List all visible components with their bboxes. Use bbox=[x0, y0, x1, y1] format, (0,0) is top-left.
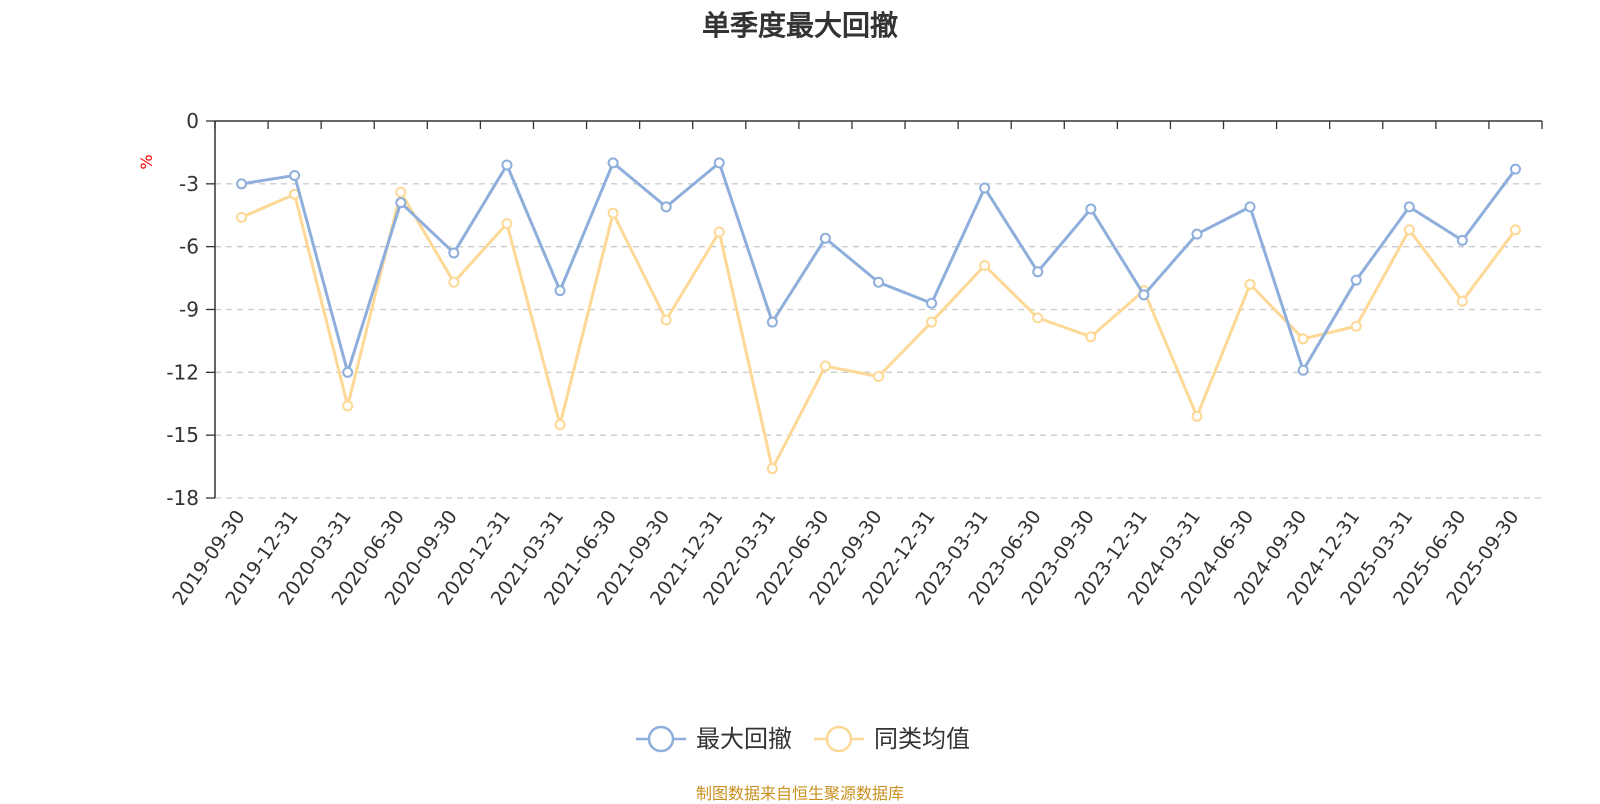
data-point bbox=[819, 232, 831, 244]
legend-label-1: 同类均值 bbox=[874, 725, 970, 753]
data-point bbox=[607, 157, 619, 169]
legend-marker-0 bbox=[647, 725, 675, 753]
y-tick-label: -12 bbox=[166, 360, 199, 384]
data-point bbox=[289, 169, 301, 181]
data-point bbox=[236, 211, 248, 223]
y-tick-label: -15 bbox=[166, 423, 199, 447]
legend-label-0: 最大回撤 bbox=[696, 725, 792, 753]
source-note: 制图数据来自恒生聚源数据库 bbox=[695, 784, 904, 803]
data-point bbox=[236, 178, 248, 190]
y-tick-label: 0 bbox=[186, 109, 199, 133]
data-point bbox=[1244, 201, 1256, 213]
data-point bbox=[979, 182, 991, 194]
y-axis-label: % bbox=[137, 154, 156, 169]
data-point bbox=[766, 316, 778, 328]
data-point bbox=[1456, 234, 1468, 246]
data-point bbox=[1138, 289, 1150, 301]
chart-title: 单季度最大回撤 bbox=[701, 9, 898, 42]
data-point bbox=[395, 197, 407, 209]
data-point bbox=[1350, 320, 1362, 332]
data-point bbox=[1244, 278, 1256, 290]
data-point bbox=[1085, 331, 1097, 343]
data-point bbox=[1085, 203, 1097, 215]
data-point bbox=[1191, 410, 1203, 422]
data-point bbox=[607, 207, 619, 219]
data-point bbox=[926, 316, 938, 328]
data-point bbox=[501, 159, 513, 171]
data-point bbox=[819, 360, 831, 372]
data-point bbox=[448, 247, 460, 259]
data-point bbox=[1350, 274, 1362, 286]
data-point bbox=[713, 226, 725, 238]
y-tick-label: -3 bbox=[179, 172, 199, 196]
data-point bbox=[873, 276, 884, 288]
data-point bbox=[1191, 228, 1203, 240]
data-point bbox=[660, 201, 672, 213]
data-point bbox=[713, 157, 725, 169]
data-point bbox=[554, 419, 566, 431]
data-point bbox=[873, 371, 884, 383]
data-point bbox=[1509, 224, 1521, 236]
legend-marker-1 bbox=[825, 725, 853, 753]
data-point bbox=[501, 218, 513, 230]
data-point bbox=[660, 314, 672, 326]
data-point bbox=[342, 366, 354, 378]
data-point bbox=[1509, 163, 1521, 175]
data-point bbox=[448, 276, 460, 288]
data-point bbox=[766, 463, 778, 475]
data-point bbox=[554, 285, 566, 297]
data-point bbox=[1032, 266, 1044, 278]
data-point bbox=[1032, 312, 1044, 324]
y-tick-label: -6 bbox=[179, 235, 199, 259]
data-point bbox=[342, 400, 354, 412]
data-point bbox=[395, 186, 407, 198]
data-point bbox=[1297, 333, 1309, 345]
data-point bbox=[1403, 224, 1415, 236]
data-point bbox=[1456, 295, 1468, 307]
data-point bbox=[1297, 364, 1309, 376]
y-tick-label: -9 bbox=[179, 298, 199, 322]
data-point bbox=[1403, 201, 1415, 213]
series-line-0 bbox=[241, 161, 1517, 374]
data-point bbox=[926, 297, 938, 309]
y-tick-label: -18 bbox=[166, 486, 199, 510]
data-point bbox=[979, 260, 991, 272]
